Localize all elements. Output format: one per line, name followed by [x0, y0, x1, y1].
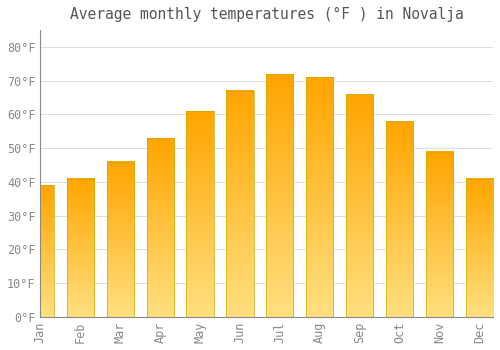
Bar — [186, 111, 214, 317]
Bar — [26, 185, 54, 317]
Bar — [466, 178, 493, 317]
Title: Average monthly temperatures (°F ) in Novalja: Average monthly temperatures (°F ) in No… — [70, 7, 464, 22]
Bar — [426, 152, 453, 317]
Bar — [386, 121, 413, 317]
Bar — [226, 91, 254, 317]
Bar — [66, 178, 94, 317]
Bar — [266, 74, 293, 317]
Bar — [346, 94, 374, 317]
Bar — [306, 77, 334, 317]
Bar — [106, 162, 134, 317]
Bar — [146, 138, 174, 317]
